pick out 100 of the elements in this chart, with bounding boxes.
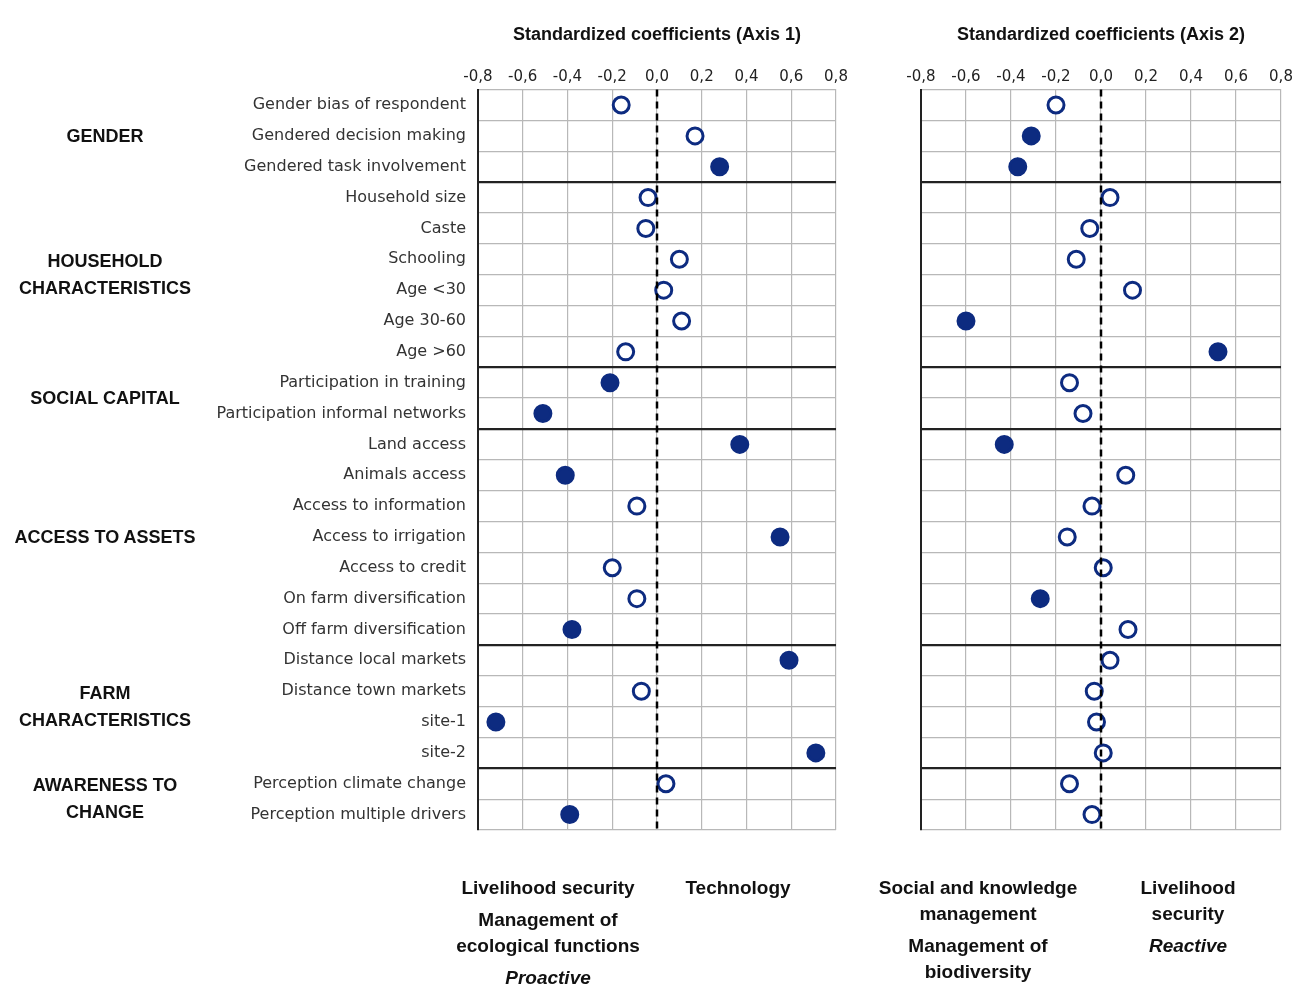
text: GENDER xyxy=(65,124,145,148)
y-tick-label: Gendered task involvement xyxy=(244,155,466,175)
y-tick-label: Caste xyxy=(420,217,466,237)
x-tick-label: 0,4 xyxy=(1179,67,1203,86)
x-tick-label: 0,8 xyxy=(824,67,848,86)
point xyxy=(656,774,676,794)
x-tick-label: 0,0 xyxy=(645,67,669,86)
point xyxy=(1057,527,1077,547)
y-tick-label: Access to irrigation xyxy=(312,526,466,546)
point xyxy=(1208,342,1228,362)
text: Livelihood security xyxy=(1139,876,1237,926)
point xyxy=(1060,373,1079,393)
y-tick-label: Gendered decision making xyxy=(251,125,466,145)
x-tick-label: 0,2 xyxy=(1134,67,1158,86)
point xyxy=(1080,218,1100,238)
text: Management of biodiversity xyxy=(907,934,1049,984)
point xyxy=(1082,496,1102,516)
point xyxy=(627,496,647,516)
y-tick-label: Household size xyxy=(345,186,466,206)
y-tick-label: site-1 xyxy=(421,711,466,731)
y-tick-label: Distance town markets xyxy=(281,680,466,700)
point xyxy=(562,619,582,639)
point xyxy=(1118,619,1138,639)
point xyxy=(654,280,674,300)
y-tick-label: Access to information xyxy=(292,495,466,515)
y-tick-label: Participation informal networks xyxy=(216,402,466,422)
point xyxy=(956,311,976,331)
point xyxy=(1060,774,1079,794)
point xyxy=(611,95,631,115)
text: SOCIAL CAPITAL xyxy=(29,386,181,410)
point xyxy=(486,712,506,732)
text: Social and knowledge management xyxy=(877,876,1079,926)
point xyxy=(1082,805,1102,825)
x-tick-label: 0,4 xyxy=(734,67,759,86)
point xyxy=(994,434,1014,454)
point xyxy=(669,249,689,269)
y-tick-label: Animals access xyxy=(343,464,466,484)
y-tick-label: Perception multiple drivers xyxy=(250,803,466,823)
point xyxy=(1066,249,1086,269)
y-tick-label: Perception climate change xyxy=(253,772,466,792)
point xyxy=(1123,280,1142,300)
point xyxy=(616,342,636,362)
point xyxy=(806,743,826,763)
x-tick-label: 0,6 xyxy=(779,67,804,86)
x-tick-label: -0,4 xyxy=(552,67,583,86)
y-tick-label: On farm diversification xyxy=(283,587,466,607)
point xyxy=(1008,157,1028,177)
point xyxy=(1100,188,1120,208)
point xyxy=(685,126,705,146)
point xyxy=(1021,126,1041,146)
point xyxy=(636,218,656,238)
y-tick-label: site-2 xyxy=(421,742,466,762)
x-tick-label: 0,8 xyxy=(1269,67,1293,86)
y-tick-label: Schooling xyxy=(388,248,466,268)
x-axis-title: Standardized coefficients (Axis 2) xyxy=(956,23,1246,44)
point xyxy=(600,373,620,393)
point xyxy=(1046,95,1066,115)
x-tick-label: -0,2 xyxy=(597,67,627,86)
point xyxy=(1093,743,1113,763)
point xyxy=(1073,404,1093,424)
y-tick-label: Access to credit xyxy=(339,556,466,576)
point xyxy=(710,157,730,177)
x-tick-label: -0,6 xyxy=(508,67,538,86)
y-tick-label: Age 30-60 xyxy=(383,310,466,330)
point xyxy=(1087,712,1106,732)
text: HOUSEHOLD CHARACTERISTICS xyxy=(18,249,192,300)
text: Technology xyxy=(684,876,792,900)
point xyxy=(672,311,692,331)
point xyxy=(1100,650,1120,670)
point xyxy=(533,404,553,424)
x-tick-label: -0,8 xyxy=(463,67,493,86)
x-tick-label: -0,2 xyxy=(1041,67,1071,86)
y-tick-label: Off farm diversification xyxy=(282,618,466,638)
x-axis-title: Standardized coefficients (Axis 1) xyxy=(512,23,802,44)
text: Management of ecological functions xyxy=(455,908,641,958)
point xyxy=(631,681,651,701)
y-tick-label: Age <30 xyxy=(396,279,466,299)
y-tick-label: Land access xyxy=(367,433,466,453)
y-tick-label: Participation in training xyxy=(279,371,466,391)
x-tick-label: -0,6 xyxy=(951,67,981,86)
point xyxy=(560,805,580,825)
point xyxy=(779,650,799,670)
x-tick-label: 0,6 xyxy=(1224,67,1248,86)
text: ACCESS TO ASSETS xyxy=(13,525,197,549)
y-tick-label: Age >60 xyxy=(396,340,466,360)
point xyxy=(627,589,647,609)
point xyxy=(770,527,790,547)
point xyxy=(555,465,575,485)
point xyxy=(1084,681,1104,701)
y-tick-label: Gender bias of respondent xyxy=(252,94,466,114)
x-tick-label: -0,4 xyxy=(996,67,1026,86)
point xyxy=(638,188,658,208)
y-tick-label: Distance local markets xyxy=(283,649,466,669)
x-tick-label: -0,8 xyxy=(906,67,936,86)
point xyxy=(602,558,622,578)
text: Proactive xyxy=(504,966,592,990)
x-tick-label: 0,2 xyxy=(689,67,714,86)
point xyxy=(1116,465,1136,485)
text: FARM CHARACTERISTICS xyxy=(18,681,192,732)
text: AWARENESS TO CHANGE xyxy=(31,774,179,825)
